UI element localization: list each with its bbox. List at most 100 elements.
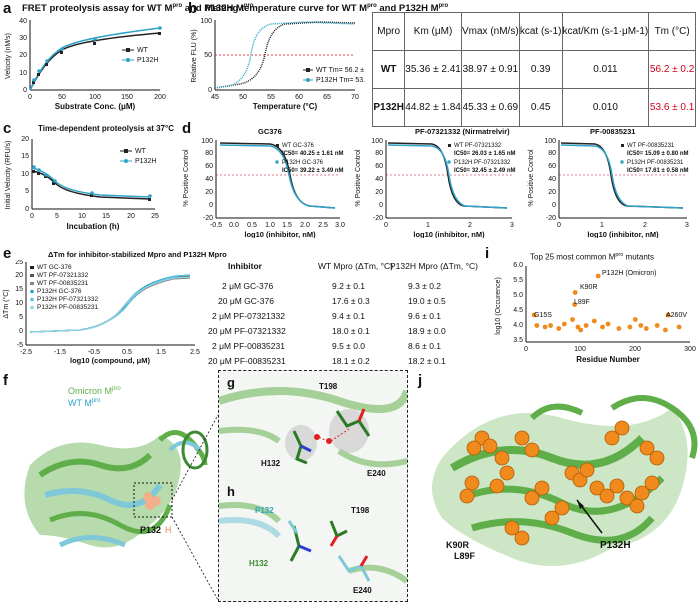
mutation-spheres xyxy=(459,420,665,546)
svg-text:5.0: 5.0 xyxy=(513,292,523,299)
chart-i-xlabel: Residue Number xyxy=(576,355,640,364)
svg-text:2.5: 2.5 xyxy=(318,222,328,229)
mutation-point xyxy=(605,321,611,327)
panel-label-i: i xyxy=(485,245,490,262)
chart-e: -5 0 5 10 15 20 25 -2.5 -1.5 -0.5 0.5 1.5 2.5 ΔTm (… xyxy=(2,260,200,365)
svg-text:-0.5: -0.5 xyxy=(210,222,222,229)
point-p132h xyxy=(37,168,41,172)
mutation-sphere xyxy=(489,478,505,494)
chart-e-ylabel: ΔTm (°C) xyxy=(2,289,10,318)
svg-text:0.0: 0.0 xyxy=(229,222,239,229)
mutation-sphere xyxy=(589,480,605,496)
inhibitor-table-cell: 20 μM PF-00835231 xyxy=(208,356,286,366)
point-p132h xyxy=(93,37,97,41)
svg-text:200: 200 xyxy=(629,346,641,353)
legend-d3-p132h: P132H PF-00835231 xyxy=(627,160,684,166)
legend-d1-p132h: P132H GC-376 xyxy=(282,160,324,166)
svg-text:10: 10 xyxy=(21,171,29,178)
mutation-point xyxy=(595,273,601,279)
kinetics-table: Mpro Km (μM) Vmax (nM/s) kcat (s-1) kcat… xyxy=(371,12,696,127)
mutation-sphere xyxy=(639,440,655,456)
mutation-point xyxy=(556,326,562,331)
series-p132h-curve xyxy=(560,144,684,209)
svg-text:50: 50 xyxy=(239,94,247,101)
point-p132h xyxy=(45,59,49,63)
svg-text:0: 0 xyxy=(30,213,34,220)
residue-label-h: P132 xyxy=(255,506,274,515)
kinetics-cell: 0.39 xyxy=(518,50,563,89)
panel-d2-title: PF-07321332 (Nirmatrelvir) xyxy=(415,127,510,136)
point-wt xyxy=(37,73,40,76)
point-wt xyxy=(158,32,161,35)
inhibitor-table-cell: 2 μM GC-376 xyxy=(222,281,274,291)
svg-text:4.5: 4.5 xyxy=(513,307,523,314)
point-wt xyxy=(148,198,151,201)
svg-text:100: 100 xyxy=(574,346,586,353)
legend-d2-wt-ic50: IC50= 26.03 ± 1.65 nM xyxy=(454,151,516,157)
kinetics-header: Tm (°C) xyxy=(648,12,696,51)
residue-suffix-f: H xyxy=(165,525,172,535)
svg-text:2.5: 2.5 xyxy=(190,349,200,356)
chart-d2-ylabel: % Positive Control xyxy=(355,149,362,207)
svg-text:40: 40 xyxy=(19,18,27,25)
svg-text:45: 45 xyxy=(211,94,219,101)
mutation-point xyxy=(542,324,548,330)
mutation-sphere xyxy=(494,450,510,466)
svg-text:80: 80 xyxy=(205,150,213,157)
svg-text:0: 0 xyxy=(23,87,27,94)
mutation-sphere xyxy=(499,465,515,481)
mutation-sphere xyxy=(604,430,620,446)
protein-structure-j: K90R L89F P132H xyxy=(432,395,698,566)
legend-b-wt: WT Tm= 56.2 ± 0.2 °C xyxy=(316,66,365,74)
chart-b-ylabel: Relative FLU (%) xyxy=(191,29,198,82)
mutation-sphere xyxy=(464,475,480,491)
svg-text:3.0: 3.0 xyxy=(335,222,345,229)
legend-e-item: P132H PF-07321332 xyxy=(37,296,98,303)
closeup-box: g T198 H132 E240 h P132 T198 H132 E240 xyxy=(218,370,408,602)
point-p132h xyxy=(32,78,36,82)
protein-structure-f: P132 H xyxy=(24,414,219,601)
series-wt-curve xyxy=(387,142,508,209)
kinetics-cell: 35.36 ± 2.41 xyxy=(404,50,462,89)
legend-e-item: WT PF-07321332 xyxy=(37,272,89,279)
mutation-sphere xyxy=(524,442,540,458)
legend-d3-wt: WT PF-00835231 xyxy=(627,143,675,149)
svg-text:-1.5: -1.5 xyxy=(54,349,66,356)
mutation-label-j: K90R xyxy=(446,540,470,550)
inhibitor-table-cell: 9.3 ± 0.2 xyxy=(408,281,442,291)
svg-text:15: 15 xyxy=(102,213,110,220)
chart-d1-xlabel: log10 (inhibitor, nM) xyxy=(244,230,316,238)
legend-d1-wt: WT GC-376 xyxy=(282,143,315,149)
svg-text:2: 2 xyxy=(643,222,647,229)
svg-text:15: 15 xyxy=(21,153,29,160)
chart-b: 0 50 100 45 50 55 60 65 70 Relative FLU (%) Tem… xyxy=(191,18,365,111)
inhibitor-table-cell: 9.6 ± 0.1 xyxy=(408,311,442,321)
point-wt xyxy=(32,170,35,173)
panel-a-title: FRET proteolysis assay for WT Mpro and P… xyxy=(22,3,254,15)
point-wt xyxy=(37,172,40,175)
panel-label-a: a xyxy=(3,0,12,17)
annotation-i: A260V xyxy=(666,312,687,319)
svg-text:40: 40 xyxy=(205,176,213,183)
kinetics-cell: 0.011 xyxy=(561,50,650,89)
svg-text:20: 20 xyxy=(548,189,556,196)
series-p132h-curve xyxy=(29,27,161,91)
inhibitor-table-cell: 9.5 ± 0.0 xyxy=(332,341,366,351)
svg-text:5.5: 5.5 xyxy=(513,277,523,284)
chart-d3-xlabel: log10 (inhibitor, nM) xyxy=(587,230,659,238)
legend-d3-wt-ic50: IC50= 15.09 ± 0.80 nM xyxy=(627,151,689,157)
mutation-sphere xyxy=(514,530,530,546)
mutation-sphere xyxy=(459,488,475,504)
svg-text:50: 50 xyxy=(204,52,212,59)
svg-text:100: 100 xyxy=(371,138,383,145)
point-p132h xyxy=(32,165,36,169)
legend-e-item: WT PF-00835231 xyxy=(37,280,89,287)
inhibitor-table-cell: 18.1 ± 0.2 xyxy=(332,356,370,366)
svg-text:-20: -20 xyxy=(203,215,213,222)
mutation-sphere xyxy=(524,490,540,506)
mutation-sphere xyxy=(629,498,645,514)
legend-omicron: Omicron Mpro xyxy=(68,386,121,396)
kinetics-header: Mpro xyxy=(371,12,406,51)
point-p132h xyxy=(90,191,94,195)
